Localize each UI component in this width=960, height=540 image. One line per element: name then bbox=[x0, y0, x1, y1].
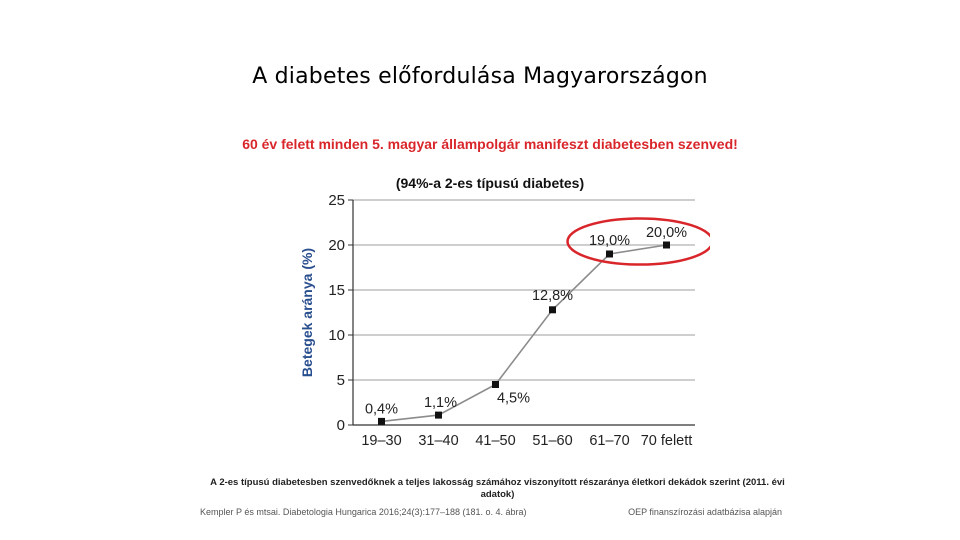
data-point bbox=[492, 381, 499, 388]
data-label: 1,1% bbox=[424, 395, 457, 411]
data-label: 4,5% bbox=[497, 391, 530, 407]
line-chart: 0 5 10 15 20 25 19–30 31–40 41–50 51–60 61–70 70 fe… bbox=[299, 192, 710, 449]
highlight-ellipse bbox=[566, 217, 710, 266]
x-tick-label: 19–30 bbox=[361, 433, 401, 449]
y-axis-label: Betegek aránya (%) bbox=[299, 248, 315, 377]
data-label: 20,0% bbox=[646, 225, 687, 241]
data-label: 0,4% bbox=[365, 401, 398, 417]
source-citation: Kempler P és mtsai. Diabetologia Hungari… bbox=[200, 507, 527, 517]
series-line bbox=[381, 244, 667, 423]
data-label: 19,0% bbox=[589, 233, 630, 249]
data-point bbox=[549, 306, 556, 314]
data-point bbox=[378, 417, 385, 425]
chart-title: 60 év felett minden 5. magyar állampolgá… bbox=[242, 136, 738, 152]
y-tick-label: 15 bbox=[328, 282, 345, 299]
y-tick-label: 0 bbox=[337, 417, 345, 434]
x-tick-label: 70 felett bbox=[641, 433, 693, 449]
chart-subtitle: (94%-a 2-es típusú diabetes) bbox=[395, 175, 585, 191]
figure-caption: A 2-es típusú diabetesben szenvedőknek a… bbox=[210, 477, 785, 500]
data-point bbox=[606, 250, 613, 258]
y-tick-label: 20 bbox=[328, 237, 345, 254]
data-source-note: OEP finanszírozási adatbázisa alapján bbox=[628, 507, 782, 517]
x-tick-label: 41–50 bbox=[475, 433, 515, 449]
data-label: 12,8% bbox=[532, 288, 573, 304]
x-tick-label: 61–70 bbox=[589, 433, 629, 449]
x-tick-label: 51–60 bbox=[532, 433, 572, 449]
x-tick-label: 31–40 bbox=[418, 433, 458, 449]
y-tick-label: 25 bbox=[328, 192, 345, 209]
y-tick-label: 10 bbox=[328, 327, 345, 344]
data-point bbox=[435, 411, 442, 419]
y-tick-label: 5 bbox=[337, 372, 345, 389]
data-point bbox=[663, 241, 670, 249]
slide-title: A diabetes előfordulása Magyarországon bbox=[252, 64, 708, 89]
